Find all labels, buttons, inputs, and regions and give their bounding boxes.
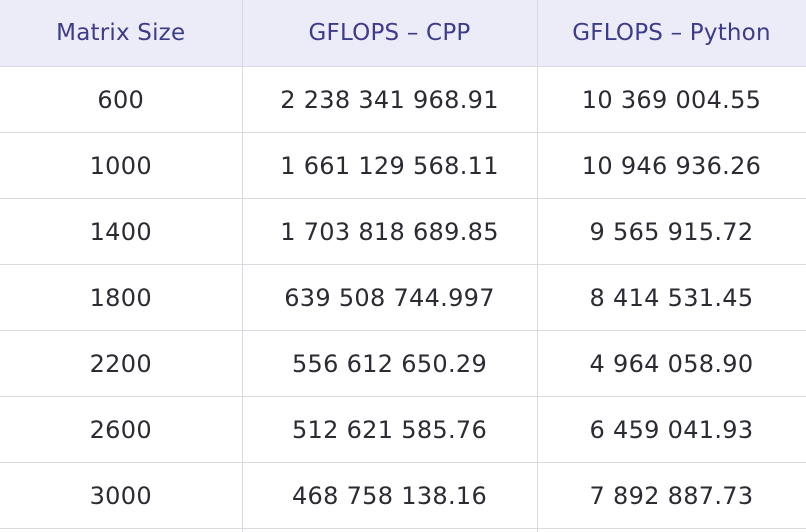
table-row-partial — [0, 528, 806, 532]
cell-gflops-cpp: 512 621 585.76 — [241, 396, 538, 463]
cell-matrix-size: 1800 — [0, 264, 243, 331]
cell-matrix-size: 3000 — [0, 462, 243, 529]
cell-gflops-python: 9 565 915.72 — [536, 198, 806, 265]
cell-matrix-size: 600 — [0, 66, 243, 133]
cell-gflops-cpp: 2 238 341 968.91 — [241, 66, 538, 133]
cell-gflops-python: 6 459 041.93 — [536, 396, 806, 463]
cell-matrix-size: 1400 — [0, 198, 243, 265]
cell-gflops-python: 8 414 531.45 — [536, 264, 806, 331]
cell-gflops-cpp — [241, 528, 538, 532]
cell-matrix-size — [0, 528, 243, 532]
column-header-matrix-size: Matrix Size — [0, 0, 243, 67]
table-row: 2200 556 612 650.29 4 964 058.90 — [0, 330, 806, 397]
table-row: 1800 639 508 744.997 8 414 531.45 — [0, 264, 806, 331]
table-row: 2600 512 621 585.76 6 459 041.93 — [0, 396, 806, 463]
table-row: 1000 1 661 129 568.11 10 946 936.26 — [0, 132, 806, 199]
cell-gflops-cpp: 556 612 650.29 — [241, 330, 538, 397]
cell-gflops-cpp: 1 661 129 568.11 — [241, 132, 538, 199]
cell-gflops-cpp: 1 703 818 689.85 — [241, 198, 538, 265]
cell-gflops-python — [536, 528, 806, 532]
cell-gflops-python: 4 964 058.90 — [536, 330, 806, 397]
cell-matrix-size: 2200 — [0, 330, 243, 397]
cell-gflops-python: 10 369 004.55 — [536, 66, 806, 133]
cell-gflops-python: 7 892 887.73 — [536, 462, 806, 529]
table-header: Matrix Size GFLOPS – CPP GFLOPS – Python — [0, 0, 806, 67]
cell-gflops-cpp: 639 508 744.997 — [241, 264, 538, 331]
header-row: Matrix Size GFLOPS – CPP GFLOPS – Python — [0, 0, 806, 67]
table-row: 3000 468 758 138.16 7 892 887.73 — [0, 462, 806, 529]
cell-matrix-size: 1000 — [0, 132, 243, 199]
table-body: 600 2 238 341 968.91 10 369 004.55 1000 … — [0, 66, 806, 532]
column-header-gflops-cpp: GFLOPS – CPP — [241, 0, 538, 67]
cell-gflops-python: 10 946 936.26 — [536, 132, 806, 199]
cell-matrix-size: 2600 — [0, 396, 243, 463]
table-row: 600 2 238 341 968.91 10 369 004.55 — [0, 66, 806, 133]
table-row: 1400 1 703 818 689.85 9 565 915.72 — [0, 198, 806, 265]
column-header-gflops-python: GFLOPS – Python — [536, 0, 806, 67]
cell-gflops-cpp: 468 758 138.16 — [241, 462, 538, 529]
